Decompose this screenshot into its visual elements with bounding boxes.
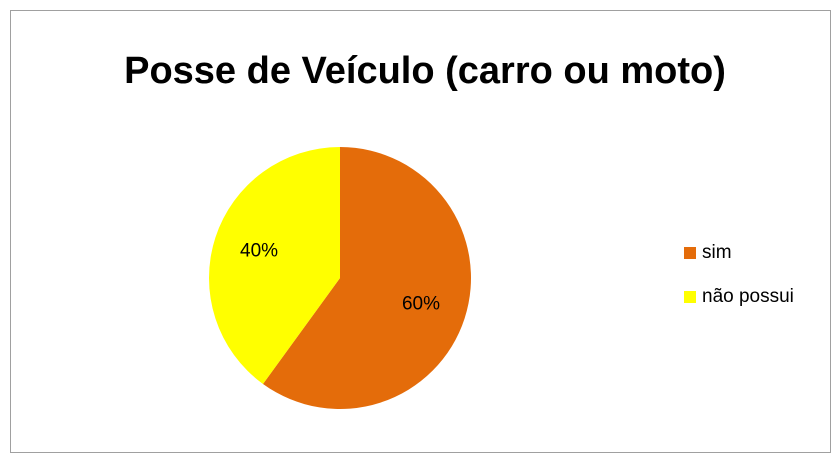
legend-swatch: [684, 247, 696, 259]
data-label: 60%: [402, 293, 440, 314]
data-label: 40%: [240, 241, 278, 262]
legend-label: sim: [702, 242, 732, 263]
legend-label: não possui: [702, 286, 794, 307]
pie-slice: [209, 147, 340, 384]
pie-slice: [263, 147, 472, 409]
legend-swatch: [684, 291, 696, 303]
chart-title: Posse de Veículo (carro ou moto): [124, 50, 726, 92]
